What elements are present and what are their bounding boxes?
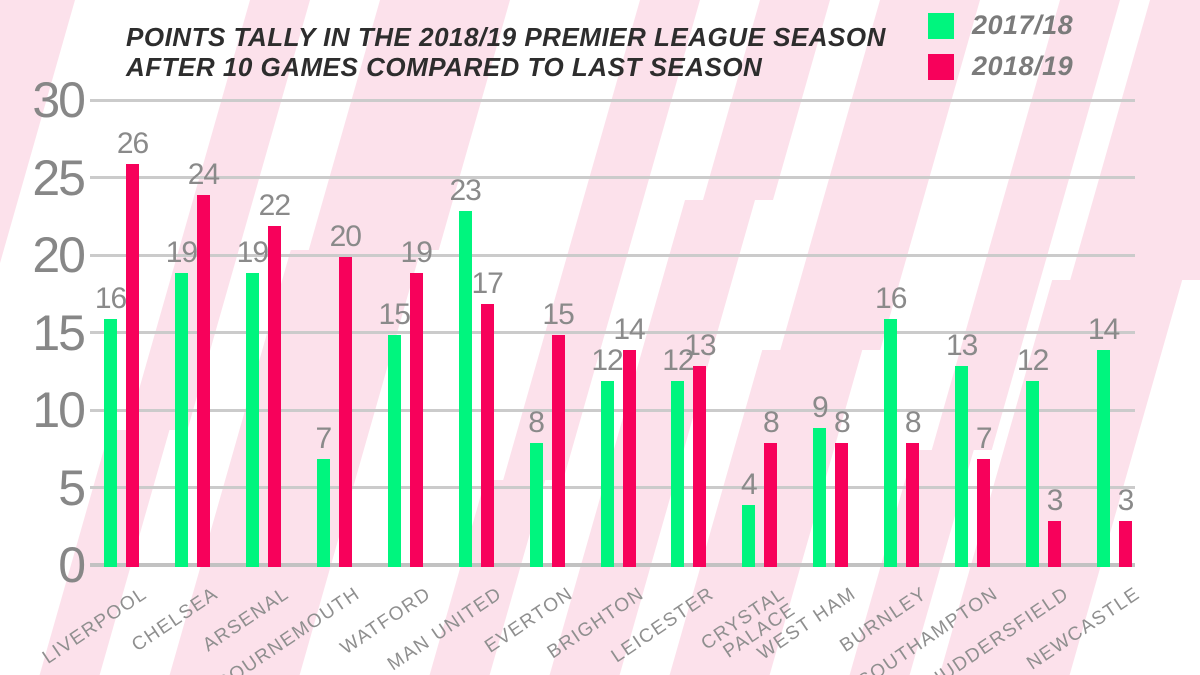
bar-value-label: 17	[471, 266, 503, 300]
bar-2017-18	[1097, 350, 1111, 567]
bar-2017-18	[813, 427, 827, 567]
chart-title-line2: AFTER 10 GAMES COMPARED TO LAST SEASON	[126, 52, 763, 82]
legend-item-2018-19: 2018/19	[928, 51, 1073, 82]
bar-2017-18	[884, 319, 898, 567]
bar-value-label: 20	[329, 220, 362, 253]
bar-value-label: 22	[258, 189, 291, 222]
bar-2018-19	[409, 272, 423, 567]
bar-2018-19	[196, 195, 210, 567]
bar-2018-19	[480, 303, 494, 567]
bar-value-label: 8	[904, 406, 922, 439]
y-axis-tick-label: 30	[32, 72, 86, 128]
y-axis-tick-label: 20	[32, 227, 86, 283]
bar-2017-18	[671, 381, 685, 567]
gridline	[90, 176, 1135, 179]
bar-2018-19	[1048, 520, 1062, 567]
bar-2018-19	[622, 350, 636, 567]
legend-label-2017-18: 2017/18	[972, 10, 1074, 40]
bar-value-label: 16	[875, 282, 907, 315]
bar-2017-18	[104, 319, 117, 567]
bar-2018-19	[906, 443, 920, 567]
bar-2017-18	[174, 272, 188, 567]
bar-2018-19	[835, 443, 849, 567]
bar-value-label: 7	[975, 421, 993, 455]
bar-value-label: 4	[741, 468, 758, 501]
bar-value-label: 23	[449, 173, 481, 207]
bar-2017-18	[245, 272, 259, 567]
bar-value-label: 13	[945, 328, 978, 362]
bar-value-label: 8	[833, 406, 851, 439]
bar-value-label: 19	[165, 235, 198, 269]
bar-value-label: 12	[591, 344, 623, 377]
background-stripe	[429, 0, 700, 675]
bar-value-label: 8	[763, 406, 780, 439]
bar-value-label: 12	[662, 344, 694, 377]
legend-swatch-2018-19	[928, 53, 954, 80]
bar-value-label: 9	[811, 390, 829, 424]
background-stripe	[0, 0, 75, 264]
y-axis-tick-label: 25	[32, 149, 86, 206]
legend-swatch-2017-18	[928, 12, 954, 39]
legend: 2017/18 2018/19	[928, 10, 1073, 92]
bar-2018-19	[1119, 520, 1133, 567]
y-axis-tick-label: 15	[32, 304, 86, 361]
bar-value-label: 26	[116, 127, 149, 160]
gridline	[90, 253, 1135, 257]
bar-2017-18	[1026, 381, 1040, 567]
background-stripe	[549, 0, 830, 675]
bar-value-label: 15	[378, 297, 411, 331]
bar-value-label: 3	[1117, 483, 1135, 517]
bar-value-label: 24	[187, 158, 220, 191]
bar-2018-19	[693, 365, 707, 567]
bar-2017-18	[529, 443, 543, 567]
bar-value-label: 16	[94, 282, 127, 315]
bar-value-label: 7	[315, 421, 332, 455]
chart-title-line1: POINTS TALLY IN THE 2018/19 PREMIER LEAG…	[126, 22, 886, 52]
bar-2017-18	[458, 210, 472, 567]
bar-value-label: 13	[684, 328, 716, 362]
y-axis-tick-label: 5	[58, 459, 86, 516]
bar-2018-19	[126, 164, 139, 567]
bar-value-label: 19	[236, 235, 269, 269]
bar-2018-19	[764, 443, 778, 567]
bar-value-label: 19	[400, 235, 433, 269]
y-axis-tick-label: 10	[32, 382, 86, 438]
bar-2017-18	[316, 458, 330, 567]
bar-value-label: 8	[528, 406, 545, 439]
bar-2018-19	[977, 458, 991, 567]
bar-value-label: 12	[1016, 344, 1049, 377]
legend-item-2017-18: 2017/18	[928, 10, 1073, 41]
bar-value-label: 14	[1087, 313, 1120, 346]
bar-2018-19	[551, 334, 565, 567]
bar-2017-18	[387, 334, 401, 567]
background-stripe	[939, 0, 1200, 675]
legend-label-2018-19: 2018/19	[972, 51, 1074, 81]
bar-2017-18	[600, 381, 614, 567]
bar-value-label: 15	[542, 297, 574, 331]
bar-2017-18	[742, 505, 756, 567]
bar-2018-19	[267, 226, 281, 567]
gridline	[90, 331, 1135, 334]
bar-value-label: 14	[613, 313, 645, 346]
chart-title: POINTS TALLY IN THE 2018/19 PREMIER LEAG…	[126, 22, 886, 82]
bar-2017-18	[955, 365, 969, 567]
bar-2018-19	[338, 257, 352, 567]
gridline	[90, 98, 1135, 102]
bar-value-label: 3	[1046, 483, 1064, 517]
y-axis-tick-label: 0	[58, 537, 86, 593]
